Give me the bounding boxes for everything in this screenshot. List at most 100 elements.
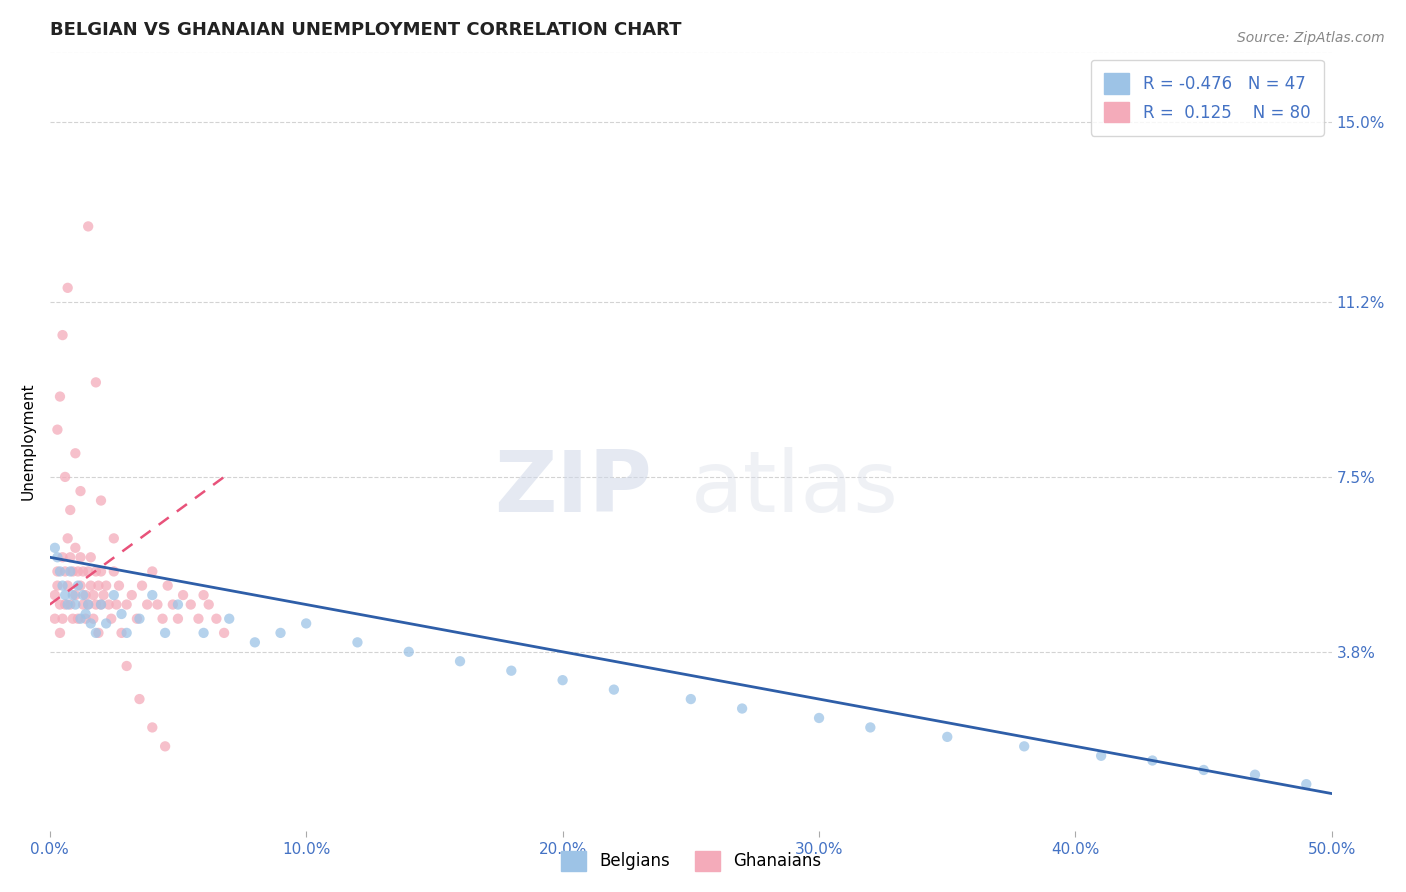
Point: [141, 588, 163, 602]
Point: [808, 711, 831, 725]
Point: [56, 579, 79, 593]
Point: [212, 626, 235, 640]
Y-axis label: Unemployment: Unemployment: [21, 383, 35, 500]
Point: [193, 626, 215, 640]
Point: [75, 607, 97, 621]
Point: [679, 692, 702, 706]
Point: [49, 390, 72, 404]
Point: [59, 598, 82, 612]
Point: [44, 612, 66, 626]
Point: [49, 565, 72, 579]
Point: [46, 579, 69, 593]
Point: [75, 612, 97, 626]
Point: [270, 626, 292, 640]
Point: [128, 612, 150, 626]
Point: [103, 565, 125, 579]
Point: [53, 565, 76, 579]
Point: [44, 588, 66, 602]
Text: ZIP: ZIP: [495, 447, 652, 530]
Point: [103, 532, 125, 546]
Point: [115, 659, 138, 673]
Legend: Belgians, Ghanaians: Belgians, Ghanaians: [554, 844, 828, 878]
Point: [72, 565, 94, 579]
Point: [62, 588, 84, 602]
Point: [62, 565, 84, 579]
Point: [65, 446, 87, 460]
Point: [167, 612, 190, 626]
Point: [84, 626, 107, 640]
Point: [90, 598, 112, 612]
Point: [80, 550, 103, 565]
Point: [731, 701, 754, 715]
Point: [51, 612, 73, 626]
Point: [936, 730, 959, 744]
Point: [108, 579, 131, 593]
Point: [1090, 748, 1112, 763]
Text: BELGIAN VS GHANAIAN UNEMPLOYMENT CORRELATION CHART: BELGIAN VS GHANAIAN UNEMPLOYMENT CORRELA…: [49, 21, 682, 39]
Point: [69, 579, 91, 593]
Point: [66, 579, 89, 593]
Point: [121, 588, 143, 602]
Point: [66, 565, 89, 579]
Point: [187, 612, 209, 626]
Point: [84, 376, 107, 390]
Point: [77, 219, 100, 234]
Point: [141, 565, 163, 579]
Point: [62, 612, 84, 626]
Point: [1192, 763, 1215, 777]
Point: [51, 550, 73, 565]
Point: [94, 579, 117, 593]
Point: [53, 470, 76, 484]
Point: [56, 281, 79, 295]
Point: [97, 598, 120, 612]
Point: [59, 550, 82, 565]
Point: [398, 645, 420, 659]
Point: [128, 692, 150, 706]
Point: [69, 612, 91, 626]
Point: [59, 565, 82, 579]
Point: [243, 635, 266, 649]
Point: [156, 579, 179, 593]
Point: [56, 532, 79, 546]
Point: [153, 739, 176, 754]
Point: [49, 598, 72, 612]
Point: [146, 598, 169, 612]
Point: [51, 579, 73, 593]
Point: [115, 598, 138, 612]
Point: [77, 565, 100, 579]
Point: [72, 588, 94, 602]
Point: [77, 598, 100, 612]
Point: [65, 598, 87, 612]
Point: [51, 328, 73, 343]
Point: [125, 612, 148, 626]
Point: [131, 579, 153, 593]
Point: [87, 579, 110, 593]
Point: [44, 541, 66, 555]
Point: [69, 484, 91, 499]
Point: [87, 626, 110, 640]
Point: [218, 612, 240, 626]
Point: [84, 598, 107, 612]
Point: [49, 626, 72, 640]
Point: [80, 579, 103, 593]
Point: [115, 626, 138, 640]
Point: [346, 635, 368, 649]
Point: [65, 588, 87, 602]
Point: [1142, 754, 1164, 768]
Point: [205, 612, 228, 626]
Point: [65, 541, 87, 555]
Point: [603, 682, 626, 697]
Point: [59, 503, 82, 517]
Point: [90, 565, 112, 579]
Point: [77, 598, 100, 612]
Point: [100, 612, 122, 626]
Point: [53, 598, 76, 612]
Point: [167, 598, 190, 612]
Point: [80, 616, 103, 631]
Point: [110, 626, 132, 640]
Point: [46, 565, 69, 579]
Point: [1012, 739, 1035, 754]
Point: [82, 612, 104, 626]
Point: [72, 598, 94, 612]
Point: [46, 550, 69, 565]
